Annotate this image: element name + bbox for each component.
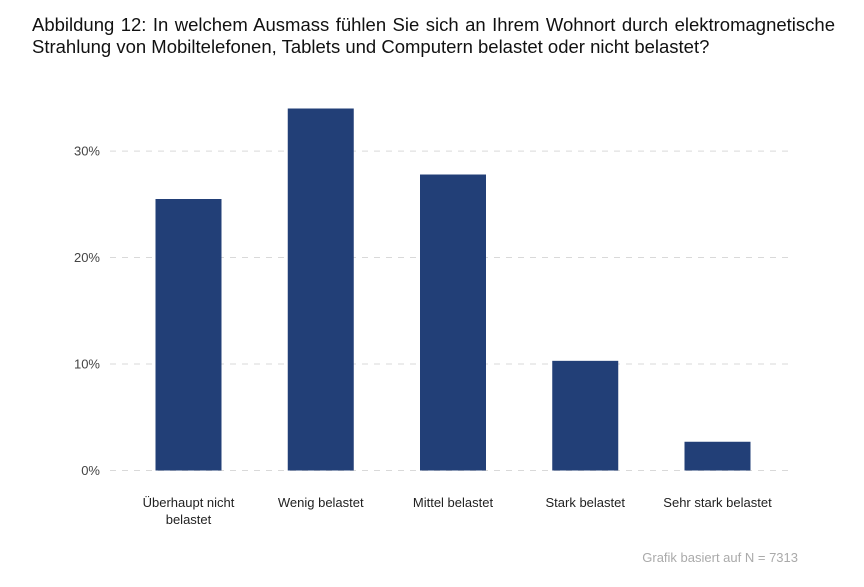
x-category-label: Wenig belastet — [278, 495, 364, 510]
y-tick-label: 10% — [74, 357, 100, 372]
y-axis-tick-labels: 0% 10% 20% 30% — [74, 144, 100, 478]
x-category-label: Überhaupt nicht belastet — [143, 495, 235, 527]
x-category-label: Sehr stark belastet — [663, 495, 772, 510]
y-tick-label: 0% — [81, 463, 100, 478]
bars — [155, 108, 751, 471]
chart-title: Abbildung 12: In welchem Ausmass fühlen … — [32, 14, 835, 57]
bar — [552, 360, 619, 471]
bar — [684, 441, 751, 471]
x-category-label: Mittel belastet — [413, 495, 494, 510]
bar — [155, 199, 222, 471]
bar — [420, 174, 486, 471]
sample-size-caption: Grafik basiert auf N = 7313 — [642, 550, 798, 565]
x-category-label: Stark belastet — [546, 495, 626, 510]
x-axis-category-labels: Überhaupt nicht belastet Wenig belastet Mit… — [143, 495, 772, 527]
y-tick-label: 20% — [74, 250, 100, 265]
y-tick-label: 30% — [74, 144, 100, 159]
bar — [287, 108, 354, 471]
